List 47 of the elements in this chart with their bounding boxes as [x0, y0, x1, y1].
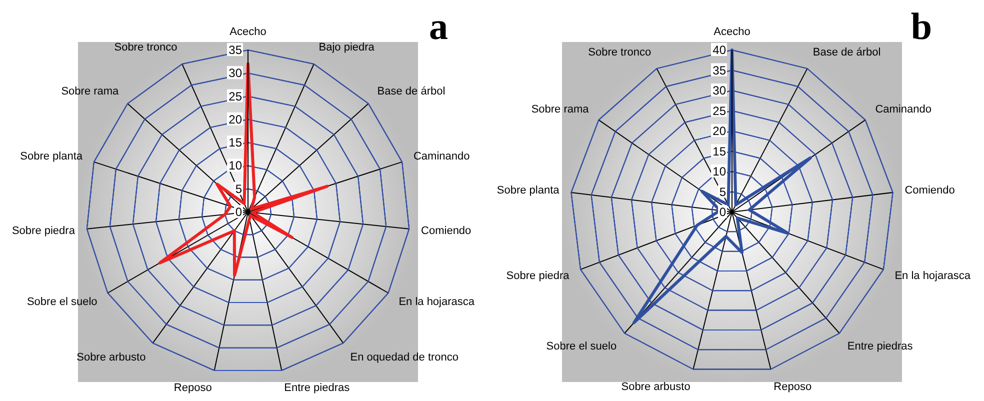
y-tick-label: 20: [712, 124, 726, 138]
spoke-label: Sobre arbusto: [621, 380, 690, 393]
spoke-label: Sobre arbusto: [76, 352, 146, 364]
spoke-label: Sobre planta: [20, 150, 84, 162]
spoke-label: Comiendo: [904, 184, 955, 196]
chart-title: b: [906, 6, 936, 48]
spoke-label: Base de árbol: [812, 46, 881, 59]
spoke-label: En la hojarasca: [894, 270, 972, 282]
y-tick-label: 25: [228, 89, 242, 104]
spoke-label: Base de árbol: [377, 86, 446, 98]
spoke-label: Bajo piedra: [318, 42, 376, 54]
y-tick-label: 15: [712, 144, 726, 158]
spoke-label: Caminando: [875, 104, 932, 116]
spoke-label: Sobre tronco: [588, 46, 652, 59]
y-tick-label: 30: [228, 66, 242, 80]
y-tick-label: 25: [712, 104, 726, 118]
spoke-label: Comiendo: [421, 224, 472, 237]
spoke-label: Sobre el suelo: [546, 340, 617, 353]
y-tick-label: 20: [228, 112, 242, 126]
y-tick-label: 5: [235, 182, 242, 196]
y-tick-label: 15: [228, 136, 242, 150]
spoke-label: Sobre tronco: [114, 42, 178, 54]
y-tick-label: 10: [712, 164, 726, 178]
spoke-label: Caminando: [413, 150, 470, 162]
spoke-label: Reposo: [774, 380, 812, 393]
spoke-label: Sobre rama: [531, 104, 590, 116]
spoke-label: En oquedad de tronco: [350, 352, 459, 364]
y-tick-label: 10: [228, 158, 242, 173]
spoke-label: Entre piedras: [284, 382, 350, 394]
spoke-label: Sobre planta: [496, 184, 560, 196]
spoke-label: Acecho: [230, 26, 266, 38]
y-tick-label: 0: [235, 205, 242, 219]
spoke-label: Reposo: [174, 382, 212, 394]
spoke-label: Entre piedras: [847, 340, 914, 353]
spoke-label: Sobre el suelo: [26, 296, 98, 308]
y-tick-label: 35: [712, 63, 726, 78]
chart-title: a: [425, 6, 452, 48]
spoke-label: En la hojarasca: [398, 296, 476, 308]
spoke-label: Acecho: [714, 26, 750, 38]
y-tick-label: 40: [712, 43, 726, 57]
spoke-label: Sobre piedra: [12, 224, 76, 237]
y-tick-label: 30: [712, 84, 726, 98]
y-tick-label: 5: [719, 184, 726, 199]
y-tick-label: 0: [719, 205, 726, 219]
spoke-label: Sobre rama: [61, 86, 120, 98]
spoke-label: Sobre piedra: [506, 270, 570, 282]
y-tick-label: 35: [228, 43, 242, 57]
